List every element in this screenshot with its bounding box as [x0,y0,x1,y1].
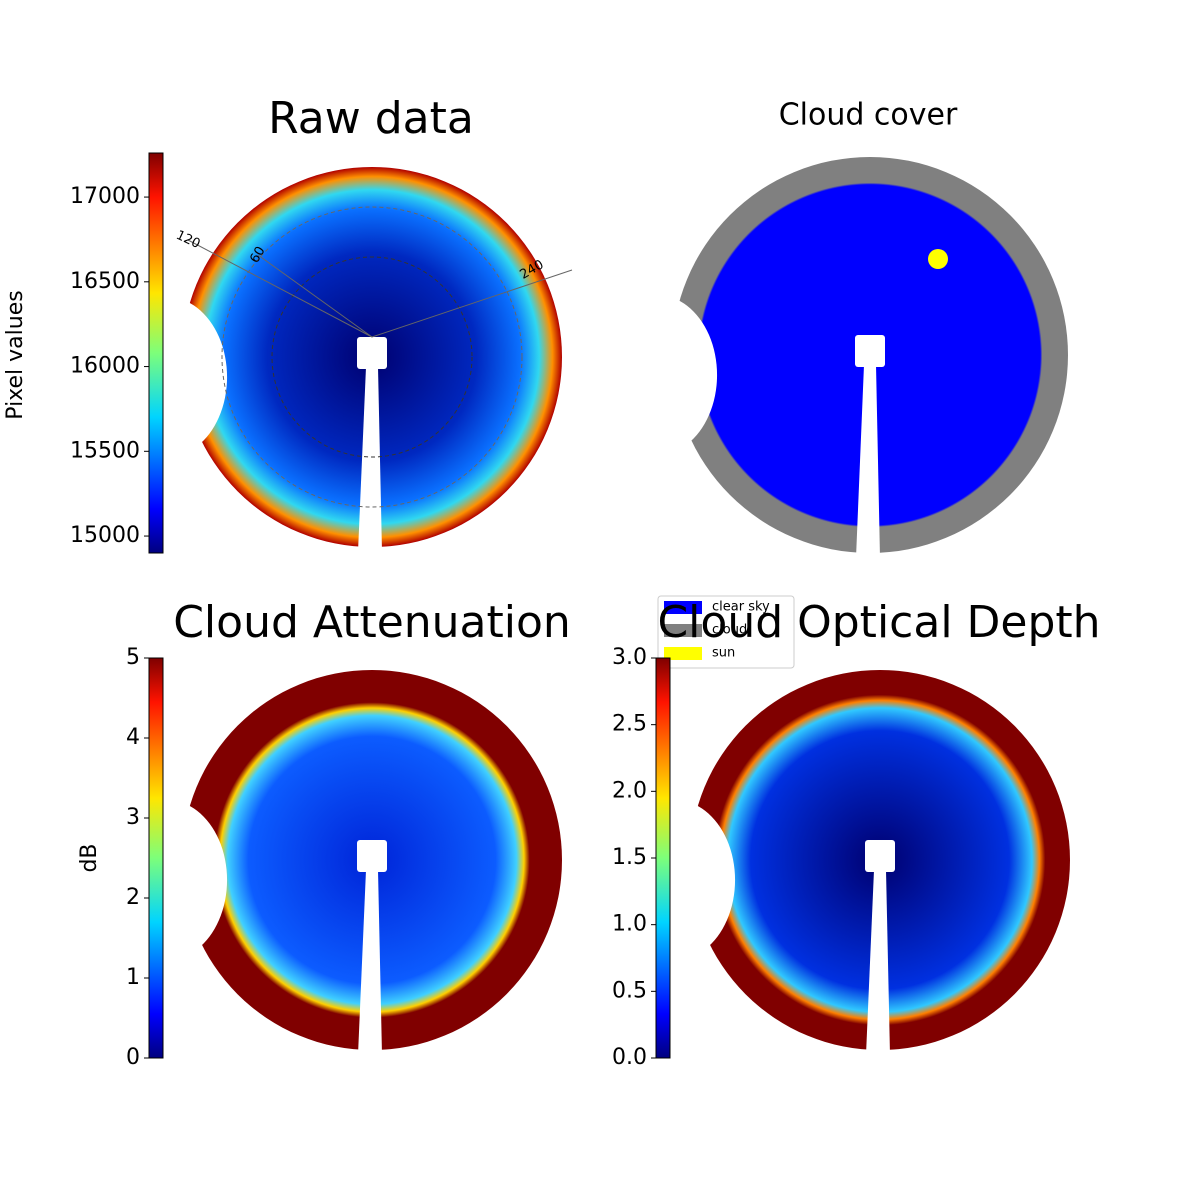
colorbar [655,657,671,1059]
legend-swatch [664,601,702,614]
colorbar-tick-label: 3.0 [612,645,647,670]
mast-top [357,840,387,872]
polar-spoke [187,239,373,338]
panel: Cloud Optical Depth 0.0 0.5 1.0 1.5 2.0 2.5 3.0 [612,597,1101,1070]
legend-swatch [664,624,702,637]
colorbar-tick-label: 15500 [70,438,140,463]
mast-top [357,337,387,369]
mast-top [855,335,885,367]
polar-spoke [371,269,573,338]
mast [856,365,880,558]
panel-title: Raw data [268,93,474,144]
colorbar-label: dB [77,843,102,872]
panel-title: Cloud Optical Depth [657,597,1100,648]
legend-swatch [664,647,702,660]
colorbar-tick-label: 3 [126,805,140,830]
legend-label: clear sky [712,600,770,615]
sun [928,249,948,269]
legend-label: cloud [712,623,747,638]
mast [358,870,382,1055]
colorbar-tick-label: 17000 [70,184,140,209]
mast [358,367,382,552]
panel-title: Cloud cover [779,98,958,133]
mast-top [865,840,895,872]
polar-grid [221,206,523,508]
colorbar-tick-label: 0 [126,1045,140,1070]
colorbar-tick-label: 2.5 [612,712,647,737]
colorbar-tick-label: 0.5 [612,978,647,1003]
colorbar-tick-label: 2.0 [612,778,647,803]
colorbar-label: Pixel values [3,290,28,419]
colorbar-tick-label: 1.0 [612,912,647,937]
colorbar-tick-label: 5 [126,645,140,670]
azimuth-label: 60 [247,244,268,266]
colorbar-tick-label: 0.0 [612,1045,647,1070]
panel: Cloud cover clear sky cloud sun [657,98,1068,669]
legend-label: sun [712,646,735,661]
panel-title: Cloud Attenuation [173,597,571,648]
polar-grid [271,256,473,458]
colorbar-tick-label: 15000 [70,523,140,548]
panel: Raw data 15000 15500 16000 16500 17000 Pixel v… [3,93,573,554]
colorbar [148,657,164,1059]
colorbar [148,152,164,554]
colorbar-tick-label: 16500 [70,269,140,294]
azimuth-label: 120 [174,228,203,252]
colorbar-tick-label: 1 [126,965,140,990]
colorbar-tick-label: 2 [126,885,140,910]
colorbar-tick-label: 4 [126,725,140,750]
colorbar-tick-label: 1.5 [612,845,647,870]
panel: Cloud Attenuation 0 1 2 3 4 5 dB [77,597,571,1070]
colorbar-tick-label: 16000 [70,354,140,379]
mast [866,870,890,1055]
polar-spoke [257,254,373,338]
